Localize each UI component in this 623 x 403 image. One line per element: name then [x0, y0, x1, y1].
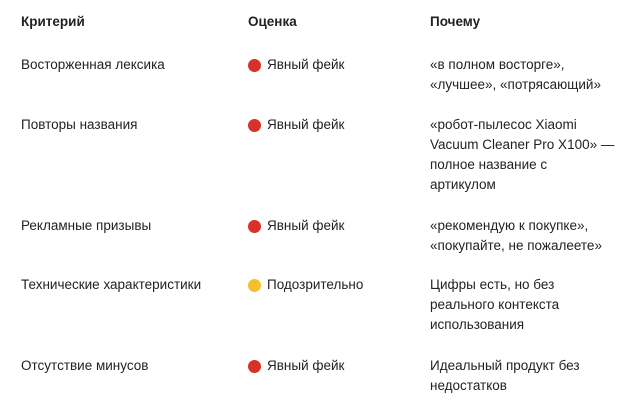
why-line: Идеальный продукт без [430, 358, 580, 373]
red-circle-icon [248, 359, 261, 373]
red-circle-icon [248, 219, 261, 233]
why-line: «покупайте, не пожалеете» [430, 238, 602, 253]
yellow-circle-icon [248, 278, 261, 292]
header-why: Почему [430, 14, 481, 29]
criterion-cell: Отсутствие минусов [21, 358, 149, 373]
criterion-cell: Рекламные призывы [21, 218, 152, 233]
criterion-cell: Повторы названия [21, 117, 138, 132]
rating-label: Явный фейк [267, 117, 345, 132]
why-line: «в полном восторге», [430, 57, 565, 72]
criterion-cell: Восторженная лексика [21, 57, 165, 72]
why-cell: «рекомендую к покупке», «покупайте, не по… [430, 216, 620, 256]
rating-label: Явный фейк [267, 57, 345, 72]
rating-label: Подозрительно [267, 277, 364, 292]
why-line: Цифры есть, но без [430, 277, 555, 292]
red-circle-icon [248, 118, 261, 132]
rating-label: Явный фейк [267, 358, 345, 373]
why-cell: «робот-пылесос Xiaomi Vacuum Cleaner Pro … [430, 115, 620, 195]
rating-cell: Подозрительно [248, 275, 363, 295]
why-cell: Цифры есть, но без реального контекста исп… [430, 275, 620, 335]
why-cell: Идеальный продукт без недостатков [430, 356, 620, 396]
rating-cell: Явный фейк [248, 55, 344, 75]
why-cell: «в полном восторге», «лучшее», «потрясающ… [430, 55, 620, 95]
why-line: реального контекста [430, 297, 560, 312]
why-line: «лучшее», «потрясающий» [430, 77, 601, 92]
rating-label: Явный фейк [267, 218, 345, 233]
why-line: «рекомендую к покупке», [430, 218, 589, 233]
header-criterion: Критерий [21, 14, 85, 29]
why-line: Vacuum Cleaner Pro X100» — [430, 137, 615, 152]
rating-cell: Явный фейк [248, 115, 344, 135]
why-line: полное название с [430, 157, 548, 172]
why-line: использования [430, 317, 525, 332]
header-rating: Оценка [248, 14, 297, 29]
rating-cell: Явный фейк [248, 216, 344, 236]
red-circle-icon [248, 58, 261, 72]
why-line: недостатков [430, 378, 507, 393]
why-line: артикулом [430, 177, 496, 192]
why-line: «робот-пылесос Xiaomi [430, 117, 577, 132]
rating-cell: Явный фейк [248, 356, 344, 376]
criterion-cell: Технические характеристики [21, 277, 202, 292]
